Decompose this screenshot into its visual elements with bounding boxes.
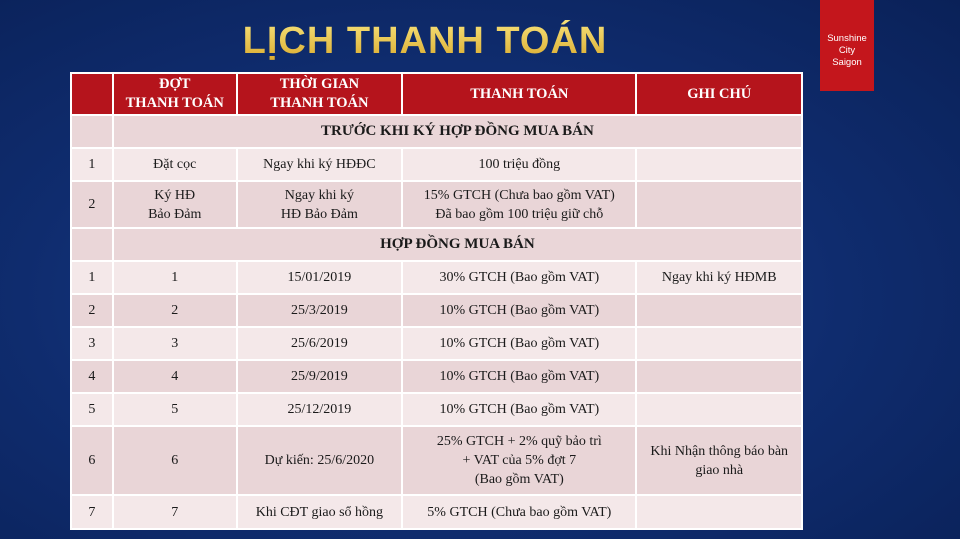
table-cell [635, 180, 803, 229]
table-cell [635, 326, 803, 361]
table-cell: 25/6/2019 [235, 326, 404, 361]
table-cell: Ký HĐ Bảo Đảm [111, 180, 238, 229]
table-cell: 4 [70, 359, 114, 394]
column-header [70, 72, 114, 116]
column-header: GHI CHÚ [635, 72, 803, 116]
table-row: 5 5 25/12/2019 10% GTCH (Bao gồm VAT) [70, 392, 803, 427]
table-cell: Đặt cọc [111, 147, 238, 182]
table-row: 2 Ký HĐ Bảo Đảm Ngay khi ký HĐ Bảo Đảm 15% GT… [70, 180, 803, 229]
table-header: ĐỢT THANH TOÁN THỜI GIAN THANH TOÁN THANH TO… [70, 72, 803, 116]
table-cell: 3 [70, 326, 114, 361]
section-title: HỢP ĐỒNG MUA BÁN [111, 227, 804, 262]
table-cell: 4 [111, 359, 238, 394]
payment-schedule-table: ĐỢT THANH TOÁN THỜI GIAN THANH TOÁN THANH TO… [70, 72, 804, 530]
table-cell: 100 triệu đồng [401, 147, 638, 182]
table-row: 1 1 15/01/2019 30% GTCH (Bao gồm VAT) Ngay k… [70, 260, 803, 295]
table-cell: 1 [70, 147, 114, 182]
table-cell: 25/9/2019 [235, 359, 404, 394]
table-row: 2 2 25/3/2019 10% GTCH (Bao gồm VAT) [70, 293, 803, 328]
table-cell: Ngay khi ký HĐĐC [235, 147, 404, 182]
table-cell: 2 [70, 180, 114, 229]
table-cell [635, 359, 803, 394]
table-cell: 15% GTCH (Chưa bao gồm VAT) Đã bao gồm 10… [401, 180, 638, 229]
table-cell: 2 [111, 293, 238, 328]
section-row: HỢP ĐỒNG MUA BÁN [70, 227, 804, 262]
logo-text: Sunshine [827, 33, 867, 44]
table-cell: 30% GTCH (Bao gồm VAT) [401, 260, 638, 295]
table-cell: 15/01/2019 [235, 260, 404, 295]
table-cell: 25/3/2019 [235, 293, 404, 328]
column-header: THỜI GIAN THANH TOÁN [235, 72, 404, 116]
table-cell: 1 [111, 260, 238, 295]
logo-text: City [838, 45, 856, 56]
table-cell: Khi CĐT giao sổ hồng [235, 494, 404, 530]
table-cell: 3 [111, 326, 238, 361]
table-cell: 5% GTCH (Chưa bao gồm VAT) [401, 494, 638, 530]
table-cell: 1 [70, 260, 114, 295]
table-row: 6 6 Dự kiến: 25/6/2020 25% GTCH + 2% quỹ bả… [70, 425, 803, 496]
table-row: 1 Đặt cọc Ngay khi ký HĐĐC 100 triệu đồng [70, 147, 803, 182]
column-header: THANH TOÁN [401, 72, 638, 116]
column-header: ĐỢT THANH TOÁN [111, 72, 238, 116]
section-title: TRƯỚC KHI KÝ HỢP ĐỒNG MUA BÁN [111, 114, 804, 149]
table-cell: Khi Nhận thông báo bàn giao nhà [635, 425, 803, 496]
table-cell: 5 [70, 392, 114, 427]
table-cell: 2 [70, 293, 114, 328]
logo: Sunshine City Saigon [820, 0, 874, 91]
table-cell: 10% GTCH (Bao gồm VAT) [401, 326, 638, 361]
table-row: 3 3 25/6/2019 10% GTCH (Bao gồm VAT) [70, 326, 803, 361]
page-title: LỊCH THANH TOÁN [240, 20, 610, 63]
table-cell: 25/12/2019 [235, 392, 404, 427]
table-cell: Dự kiến: 25/6/2020 [235, 425, 404, 496]
table-cell: 10% GTCH (Bao gồm VAT) [401, 293, 638, 328]
table-cell: 7 [70, 494, 114, 530]
table-cell: 6 [111, 425, 238, 496]
table-cell: 7 [111, 494, 238, 530]
table-cell: 6 [70, 425, 114, 496]
table-cell: Ngay khi ký HĐMB [635, 260, 803, 295]
table-cell [635, 494, 803, 530]
table-cell [635, 147, 803, 182]
section-row: TRƯỚC KHI KÝ HỢP ĐỒNG MUA BÁN [70, 114, 804, 149]
table-cell: Ngay khi ký HĐ Bảo Đảm [235, 180, 404, 229]
table-cell: 10% GTCH (Bao gồm VAT) [401, 359, 638, 394]
table-cell [635, 392, 803, 427]
table-cell: 25% GTCH + 2% quỹ bảo trì + VAT của 5% đợ… [401, 425, 638, 496]
table-row: 7 7 Khi CĐT giao sổ hồng 5% GTCH (Chưa bao … [70, 494, 803, 530]
table-row: 4 4 25/9/2019 10% GTCH (Bao gồm VAT) [70, 359, 803, 394]
table-cell: 10% GTCH (Bao gồm VAT) [401, 392, 638, 427]
table-cell: 5 [111, 392, 238, 427]
table-cell [635, 293, 803, 328]
logo-text: Saigon [832, 57, 862, 68]
